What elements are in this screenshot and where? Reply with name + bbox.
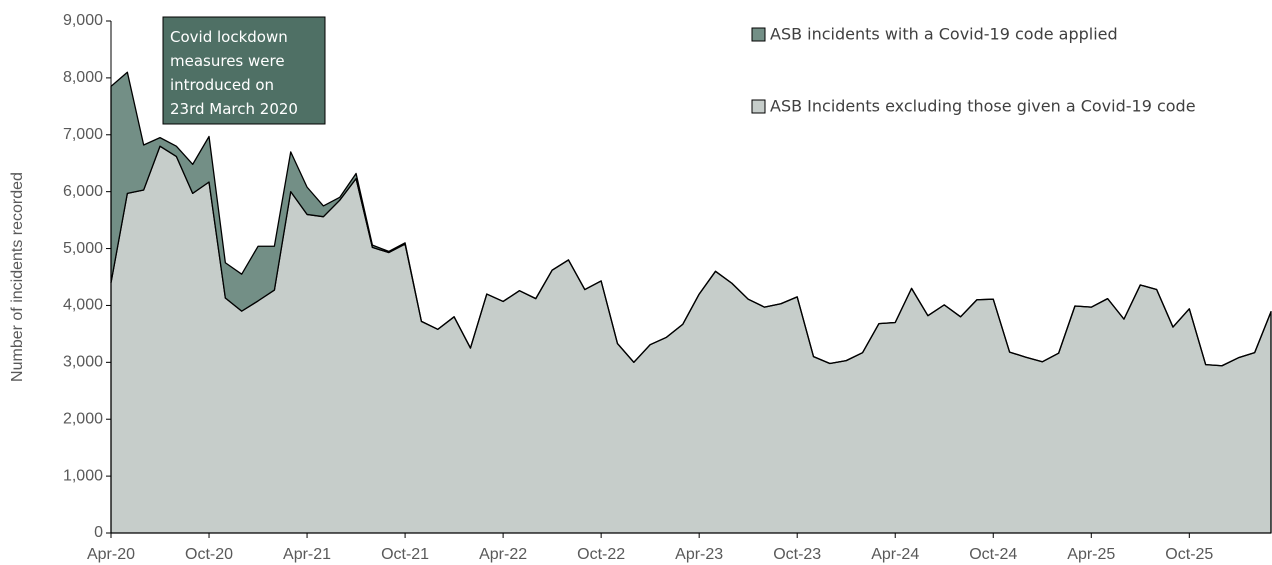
x-tick-label: Apr-23 — [675, 546, 723, 563]
y-tick-label: 6,000 — [63, 183, 103, 200]
y-tick-label: 8,000 — [63, 69, 103, 86]
x-tick-label: Oct-20 — [185, 546, 233, 563]
y-tick-label: 4,000 — [63, 297, 103, 314]
y-tick-label: 1,000 — [63, 467, 103, 484]
x-tick-label: Apr-22 — [479, 546, 527, 563]
annotation-text: Covid lockdown — [170, 28, 288, 46]
x-tick-label: Apr-25 — [1067, 546, 1115, 563]
legend-label: ASB incidents with a Covid-19 code appli… — [770, 25, 1118, 44]
annotation-text: measures were — [170, 52, 285, 70]
x-tick-label: Oct-23 — [773, 546, 821, 563]
y-tick-label: 7,000 — [63, 126, 103, 143]
y-tick-label: 0 — [94, 524, 103, 541]
area — [110, 71, 1272, 367]
annotation-text: 23rd March 2020 — [170, 100, 298, 118]
x-tick-label: Oct-25 — [1165, 546, 1213, 563]
legend-swatch — [751, 99, 766, 114]
y-tick-label: 9,000 — [63, 12, 103, 29]
x-tick-label: Oct-22 — [577, 546, 625, 563]
x-tick-label: Apr-24 — [871, 546, 919, 563]
x-tick-label: Apr-20 — [87, 546, 135, 563]
annotation-box — [162, 16, 326, 125]
y-tick-label: 3,000 — [63, 354, 103, 371]
x-tick-label: Apr-21 — [283, 546, 331, 563]
y-tick-label: 5,000 — [63, 240, 103, 257]
x-tick-label: Oct-21 — [381, 546, 429, 563]
annotation-text: introduced on — [170, 76, 274, 94]
legend-label: ASB Incidents excluding those given a Co… — [770, 97, 1196, 116]
x-tick-label: Oct-24 — [969, 546, 1017, 563]
legend-swatch — [751, 27, 766, 42]
y-axis-title: Number of incidents recorded — [9, 172, 26, 382]
y-tick-label: 2,000 — [63, 410, 103, 427]
